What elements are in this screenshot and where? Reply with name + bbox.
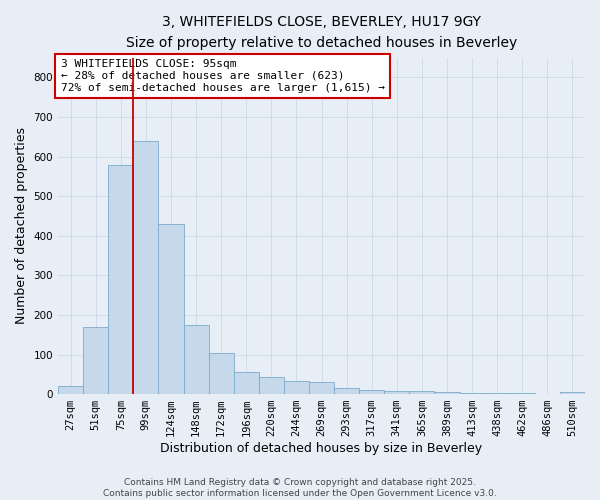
Bar (284, 381, 309, 394)
Bar (334, 388, 359, 394)
Bar (434, 392, 460, 394)
Text: Contains HM Land Registry data © Crown copyright and database right 2025.
Contai: Contains HM Land Registry data © Crown c… (103, 478, 497, 498)
Bar (309, 382, 334, 394)
Bar (384, 391, 409, 394)
Bar (108, 164, 133, 394)
Bar (485, 393, 510, 394)
Bar (259, 378, 284, 394)
Bar (233, 372, 259, 394)
Title: 3, WHITEFIELDS CLOSE, BEVERLEY, HU17 9GY
Size of property relative to detached h: 3, WHITEFIELDS CLOSE, BEVERLEY, HU17 9GY… (126, 15, 517, 50)
Bar (560, 392, 585, 394)
Bar (58, 386, 83, 394)
Bar (460, 392, 485, 394)
Bar (83, 327, 108, 394)
Bar (184, 325, 209, 394)
Y-axis label: Number of detached properties: Number of detached properties (15, 128, 28, 324)
Bar (133, 141, 158, 394)
Bar (209, 352, 233, 394)
Text: 3 WHITEFIELDS CLOSE: 95sqm
← 28% of detached houses are smaller (623)
72% of sem: 3 WHITEFIELDS CLOSE: 95sqm ← 28% of deta… (61, 60, 385, 92)
Bar (409, 392, 434, 394)
Bar (158, 224, 184, 394)
Bar (359, 390, 384, 394)
X-axis label: Distribution of detached houses by size in Beverley: Distribution of detached houses by size … (160, 442, 482, 455)
